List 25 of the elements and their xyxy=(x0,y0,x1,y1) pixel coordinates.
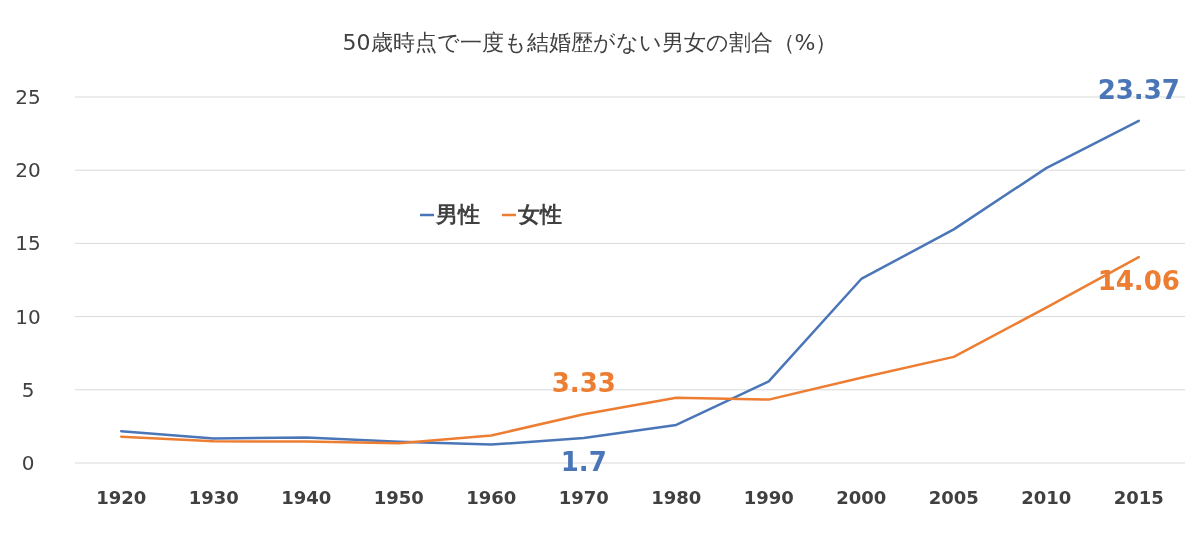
x-tick-label: 2000 xyxy=(836,487,887,508)
y-tick-label: 20 xyxy=(15,158,41,183)
x-tick-label: 1950 xyxy=(373,487,424,508)
data-label: 14.06 xyxy=(1097,266,1180,297)
x-tick-label: 1990 xyxy=(743,487,794,508)
x-tick-label: 1940 xyxy=(281,487,332,508)
legend-label: 女性 xyxy=(517,202,562,227)
chart-title: 50歳時点で一度も結婚歴がない男女の割合（%） xyxy=(342,30,838,55)
y-tick-label: 25 xyxy=(15,85,41,109)
x-tick-label: 1920 xyxy=(96,487,147,508)
data-label: 23.37 xyxy=(1097,74,1180,105)
y-tick-label: 0 xyxy=(21,451,35,475)
x-tick-label: 1960 xyxy=(466,487,517,508)
y-tick-label: 10 xyxy=(15,304,41,329)
x-tick-label: 1980 xyxy=(651,487,702,508)
x-tick-label: 2015 xyxy=(1113,487,1164,508)
x-tick-label: 2010 xyxy=(1021,487,1072,508)
data-label: 3.33 xyxy=(551,368,616,399)
legend-label: 男性 xyxy=(435,202,480,227)
y-tick-label: 5 xyxy=(21,377,35,402)
x-tick-label: 1970 xyxy=(558,487,609,508)
y-tick-label: 15 xyxy=(15,231,41,256)
x-tick-label: 2005 xyxy=(928,487,979,508)
x-tick-label: 1930 xyxy=(188,487,239,508)
data-label: 1.7 xyxy=(560,447,607,478)
